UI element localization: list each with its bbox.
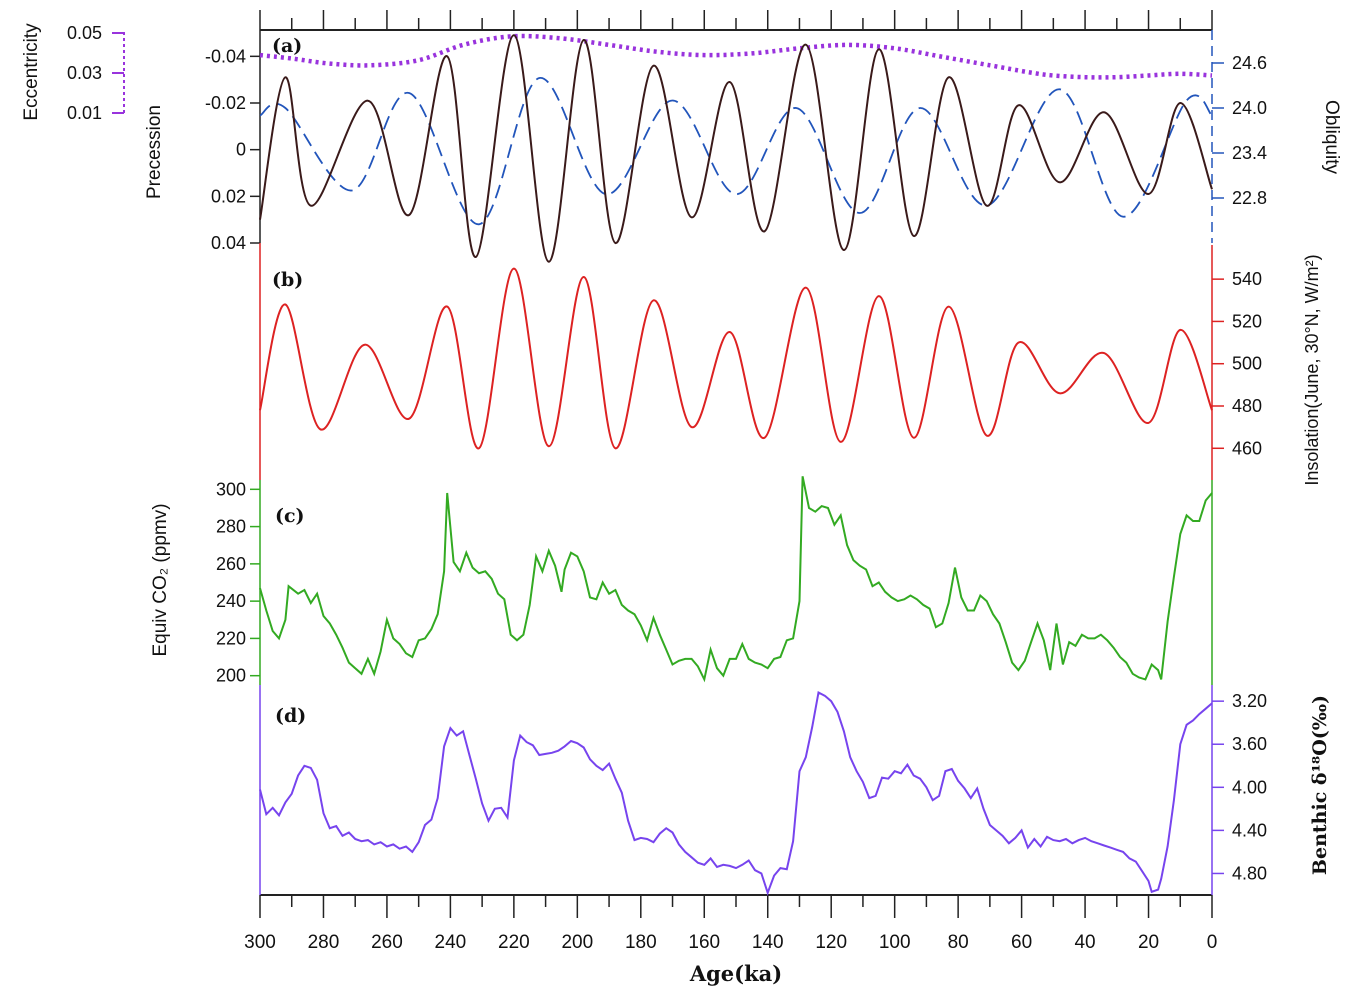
eccentricity-line <box>259 33 1213 80</box>
precession-line <box>259 34 1213 263</box>
eccentricity-tick-label: 0.03 <box>67 63 102 83</box>
precession-tick-label: 0 <box>236 140 246 160</box>
co2-tick-label: 260 <box>216 554 246 574</box>
co2-axis-title: Equiv CO₂ (ppmv) <box>150 503 171 656</box>
obliquity-tick-label: 22.8 <box>1232 188 1267 208</box>
eccentricity-tick-label: 0.01 <box>67 103 102 123</box>
panel-b-label: (b) <box>272 269 303 291</box>
precession-tick-label: -0.04 <box>205 46 246 66</box>
insolation-tick-label: 540 <box>1232 269 1262 289</box>
panel-d-label: (d) <box>275 705 306 727</box>
obliquity-axis-title: Obliquity <box>1321 100 1342 174</box>
precession-tick-label: 0.04 <box>211 233 246 253</box>
x-tick-label: 120 <box>815 932 847 953</box>
precession-tick-label: -0.02 <box>205 93 246 113</box>
x-tick-label: 80 <box>948 932 969 953</box>
d18o-tick-label: 3.20 <box>1232 691 1267 711</box>
d18o-axis-title: Benthic δ¹⁸O(‰) <box>1309 695 1331 875</box>
precession-tick-label: 0.02 <box>211 186 246 206</box>
d18o-tick-label: 4.80 <box>1232 863 1267 883</box>
insolation-line <box>259 267 1213 450</box>
insolation-tick-label: 500 <box>1232 354 1262 374</box>
x-tick-label: 40 <box>1074 932 1095 953</box>
panel-a-label: (a) <box>272 35 302 57</box>
d18o-tick-label: 3.60 <box>1232 734 1267 754</box>
x-tick-label: 140 <box>752 932 784 953</box>
x-tick-label: 300 <box>244 932 276 953</box>
x-tick-label: 260 <box>371 932 403 953</box>
x-tick-label: 180 <box>625 932 657 953</box>
x-tick-label: 280 <box>308 932 340 953</box>
obliquity-line <box>259 77 1213 226</box>
x-tick-label: 60 <box>1011 932 1032 953</box>
d18o-tick-label: 4.00 <box>1232 777 1267 797</box>
x-axis-title: Age(ka) <box>689 961 782 986</box>
d18o-line <box>259 690 1213 896</box>
insolation-tick-label: 460 <box>1232 438 1262 458</box>
x-tick-label: 160 <box>688 932 720 953</box>
x-tick-label: 220 <box>498 932 530 953</box>
panel-c-label: (c) <box>275 505 305 527</box>
insolation-tick-label: 480 <box>1232 396 1262 416</box>
co2-tick-label: 300 <box>216 479 246 499</box>
obliquity-tick-label: 24.6 <box>1232 53 1267 73</box>
obliquity-tick-label: 24.0 <box>1232 98 1267 118</box>
co2-tick-label: 200 <box>216 666 246 686</box>
x-tick-label: 100 <box>879 932 911 953</box>
insolation-axis-title: Insolation(June, 30°N, W/m²) <box>1302 254 1322 485</box>
insolation-tick-label: 520 <box>1232 311 1262 331</box>
co2-tick-label: 240 <box>216 591 246 611</box>
d18o-tick-label: 4.40 <box>1232 820 1267 840</box>
eccentricity-axis-title: Eccentricity <box>21 23 42 121</box>
co2-tick-label: 280 <box>216 517 246 537</box>
x-tick-label: 240 <box>435 932 467 953</box>
x-tick-label: 200 <box>561 932 593 953</box>
x-tick-label: 20 <box>1138 932 1159 953</box>
co2-tick-label: 220 <box>216 628 246 648</box>
eccentricity-tick-label: 0.05 <box>67 23 102 43</box>
co2-line <box>259 476 1213 683</box>
obliquity-tick-label: 23.4 <box>1232 143 1267 163</box>
x-tick-label: 0 <box>1207 932 1218 953</box>
precession-axis-title: Precession <box>144 105 165 199</box>
